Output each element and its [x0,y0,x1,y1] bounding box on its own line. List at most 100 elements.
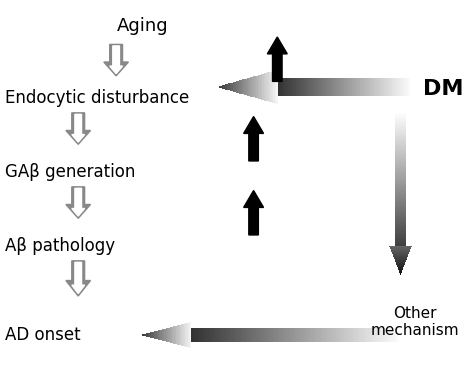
Bar [395,234,406,236]
Bar [354,78,356,96]
Bar [177,325,179,344]
Bar [312,78,314,96]
Bar [210,328,212,342]
Bar [225,84,227,90]
Bar [341,328,344,342]
Bar [250,77,251,97]
Bar [161,330,162,340]
Bar [185,323,186,346]
Bar [158,330,159,340]
Bar [297,328,300,342]
Bar [159,330,161,340]
Bar [242,80,244,94]
Bar [275,70,276,104]
Polygon shape [109,46,123,74]
Bar [374,78,375,96]
Bar [347,78,349,96]
Bar [194,328,197,342]
Bar [399,270,402,271]
Text: AD onset: AD onset [5,326,81,344]
Bar [246,328,248,342]
Bar [395,224,406,226]
Bar [227,84,228,90]
Bar [346,328,349,342]
Bar [396,264,405,265]
Bar [156,330,158,339]
Bar [365,328,367,342]
Bar [322,78,324,96]
Bar [256,328,259,342]
Bar [395,260,406,261]
Bar [395,190,406,192]
Bar [395,205,406,207]
Bar [238,328,241,342]
Bar [230,328,233,342]
Bar [287,328,290,342]
Bar [405,78,407,96]
Bar [318,78,319,96]
Bar [357,78,359,96]
Bar [367,78,369,96]
Bar [141,334,142,335]
Bar [302,78,304,96]
Bar [395,158,406,160]
Bar [253,76,255,97]
Bar [331,78,332,96]
Bar [259,75,261,99]
Bar [373,328,375,342]
Bar [391,250,410,251]
Bar [269,72,270,102]
Bar [395,195,406,197]
Bar [318,328,320,342]
Bar [395,153,406,155]
Bar [321,78,322,96]
Bar [395,114,406,116]
Bar [320,328,323,342]
Bar [362,328,365,342]
Bar [270,71,272,102]
Bar [163,329,164,341]
Bar [255,76,256,98]
Bar [300,78,301,96]
Bar [370,78,372,96]
Bar [279,328,282,342]
Bar [395,123,406,124]
Bar [274,328,277,342]
Bar [389,78,390,96]
Bar [222,85,223,89]
Bar [395,180,406,182]
Bar [219,86,220,88]
Bar [186,323,188,347]
Bar [395,219,406,221]
Bar [395,174,406,175]
Bar [396,328,398,342]
Bar [225,328,228,342]
Bar [385,328,388,342]
Bar [251,328,254,342]
Bar [395,236,406,238]
Bar [311,78,312,96]
Bar [395,170,406,172]
Bar [243,328,246,342]
Bar [395,177,406,178]
Polygon shape [72,262,85,293]
Bar [291,78,293,96]
Bar [400,78,402,96]
Bar [142,334,144,336]
Bar [395,185,406,187]
Bar [395,162,406,163]
Bar [395,124,406,126]
Bar [220,328,222,342]
Bar [369,78,370,96]
Bar [172,326,173,343]
Bar [204,328,207,342]
Bar [217,328,220,342]
Polygon shape [66,261,91,296]
Bar [298,78,300,96]
Bar [286,78,288,96]
Bar [145,333,146,336]
Bar [395,78,397,96]
Bar [302,328,305,342]
Bar [354,328,357,342]
Bar [215,328,217,342]
